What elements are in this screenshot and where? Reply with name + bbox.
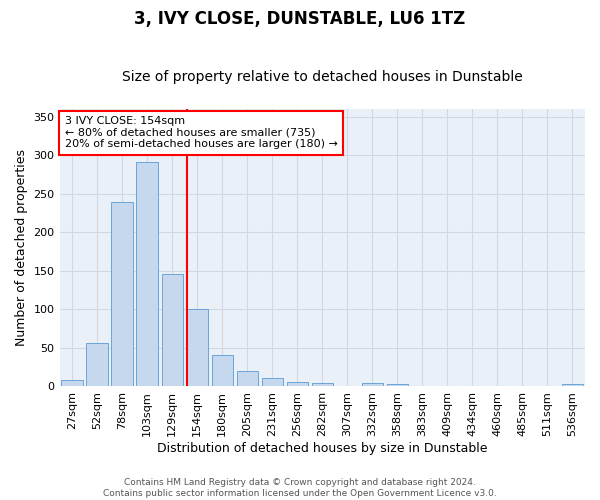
Bar	[236, 371, 258, 386]
Bar	[287, 382, 308, 386]
Bar	[311, 384, 333, 386]
Text: Contains HM Land Registry data © Crown copyright and database right 2024.
Contai: Contains HM Land Registry data © Crown c…	[103, 478, 497, 498]
Bar	[86, 342, 108, 386]
Bar	[212, 355, 233, 386]
X-axis label: Distribution of detached houses by size in Dunstable: Distribution of detached houses by size …	[157, 442, 488, 455]
Bar	[187, 310, 208, 386]
Bar	[61, 380, 83, 386]
Bar	[362, 384, 383, 386]
Bar	[136, 162, 158, 386]
Text: 3, IVY CLOSE, DUNSTABLE, LU6 1TZ: 3, IVY CLOSE, DUNSTABLE, LU6 1TZ	[134, 10, 466, 28]
Bar	[387, 384, 408, 386]
Text: 3 IVY CLOSE: 154sqm
← 80% of detached houses are smaller (735)
20% of semi-detac: 3 IVY CLOSE: 154sqm ← 80% of detached ho…	[65, 116, 338, 150]
Bar	[262, 378, 283, 386]
Bar	[161, 274, 183, 386]
Y-axis label: Number of detached properties: Number of detached properties	[15, 150, 28, 346]
Title: Size of property relative to detached houses in Dunstable: Size of property relative to detached ho…	[122, 70, 523, 85]
Bar	[112, 202, 133, 386]
Bar	[562, 384, 583, 386]
